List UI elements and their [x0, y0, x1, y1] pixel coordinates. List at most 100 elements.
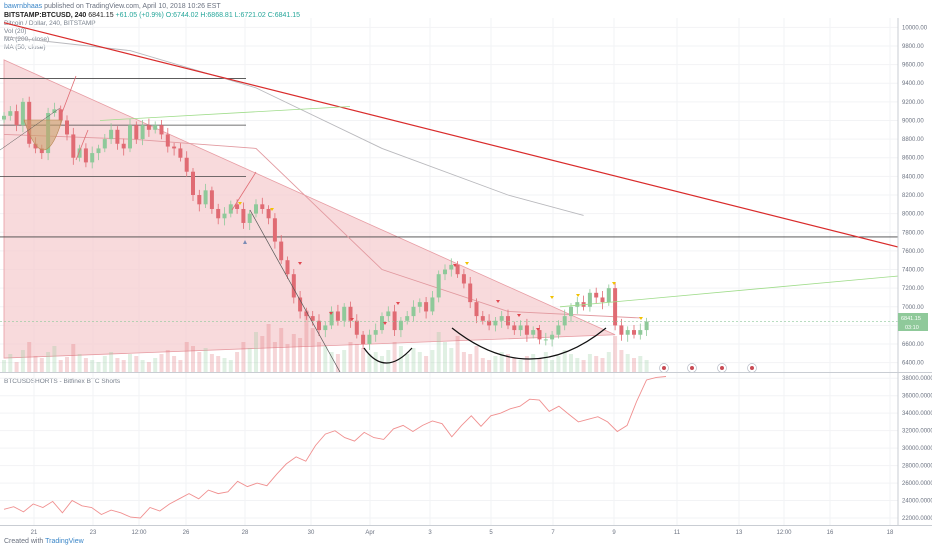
candle — [77, 144, 82, 162]
volume-bar — [146, 362, 151, 372]
candle-body — [625, 330, 630, 335]
author-link[interactable]: bawrnbhaas — [4, 3, 43, 10]
volume-bar — [184, 342, 189, 372]
volume-bar — [90, 360, 95, 372]
candle-body — [335, 311, 340, 321]
candle-body — [354, 320, 359, 335]
candle-body — [537, 330, 542, 340]
volume-bar — [392, 342, 397, 372]
event-flag-dot — [662, 366, 666, 370]
time-tick-label: 9 — [612, 530, 616, 536]
volume-bar — [373, 352, 378, 372]
price-tick-label: 7800.00 — [902, 230, 924, 236]
price-tick-label: 9400.00 — [902, 81, 924, 87]
candle-body — [398, 320, 403, 331]
volume-bar — [8, 354, 13, 372]
candle-body — [562, 316, 567, 326]
candle-body — [594, 292, 599, 298]
volume-bar — [613, 336, 618, 372]
candle-body — [600, 297, 605, 303]
volume-bar — [644, 360, 649, 372]
price-tick-label: 7600.00 — [902, 249, 924, 255]
candle-body — [159, 125, 164, 135]
sell-arrow — [517, 314, 521, 317]
price-tick-label: 9200.00 — [902, 100, 924, 106]
candle-body — [329, 311, 334, 326]
sell-arrow — [350, 318, 354, 321]
volume-bar — [159, 354, 164, 372]
candle — [291, 269, 296, 304]
tradingview-logo[interactable]: TradingView — [45, 538, 84, 545]
candle-body — [14, 111, 19, 126]
sell-arrow — [329, 312, 333, 315]
shorts-tick-label: 22000.0000 — [902, 516, 932, 522]
candle — [550, 331, 555, 347]
candle-body — [178, 148, 183, 158]
candle — [260, 197, 265, 214]
volume-bar — [58, 360, 63, 372]
volume-bar — [304, 310, 309, 372]
candle — [625, 326, 630, 342]
volume-bar — [102, 356, 107, 372]
candle — [569, 303, 573, 323]
candle-body — [417, 302, 422, 307]
volume-bar — [581, 360, 586, 372]
sell-arrow — [496, 300, 500, 303]
candle-body — [380, 316, 384, 331]
candle — [524, 318, 529, 342]
candle — [96, 144, 101, 161]
candle — [178, 143, 183, 162]
candle-body — [102, 139, 107, 149]
candle-body — [184, 157, 189, 172]
candle-body — [348, 306, 353, 321]
volume-bar — [247, 348, 252, 372]
candle-body — [109, 129, 114, 140]
time-tick-label: 11 — [674, 530, 681, 536]
diagonal-line — [249, 209, 341, 372]
cup-curve-right — [451, 327, 607, 360]
candle — [90, 146, 95, 169]
candle — [222, 207, 227, 226]
candle — [506, 309, 510, 330]
price-badge-value: 6841.15 — [901, 316, 921, 322]
candle-body — [436, 274, 441, 298]
candle — [279, 235, 284, 264]
candle-body — [632, 330, 636, 335]
legend-volume[interactable]: Vol (20) — [4, 28, 27, 35]
signal-arrow — [612, 282, 616, 285]
candle-body — [304, 311, 309, 317]
volume-bar — [2, 360, 6, 372]
volume-bar — [556, 356, 561, 372]
candle — [228, 200, 233, 218]
candle-body — [272, 218, 277, 242]
sell-arrow — [383, 322, 387, 325]
time-tick-label: 7 — [551, 530, 555, 536]
price-tick-label: 10000.00 — [902, 25, 928, 31]
candle-body — [342, 306, 347, 321]
candle — [430, 290, 435, 316]
time-tick-label: 28 — [242, 530, 249, 536]
lower-pane-title[interactable]: BTCUSDSHORTS - Bitfinex BTC Shorts — [4, 378, 121, 385]
symbol-name[interactable]: BITSTAMP:BTCUSD, 240 — [4, 12, 87, 19]
candle — [52, 102, 57, 117]
volume-bar — [499, 352, 504, 372]
volume-bar — [600, 358, 605, 372]
legend-ma50[interactable]: MA (50, close) — [4, 44, 46, 51]
candle — [317, 314, 321, 337]
falling-wedge — [3, 59, 616, 359]
event-flag-dot — [720, 366, 724, 370]
candle — [581, 295, 586, 311]
candle — [367, 329, 372, 351]
candle-body — [323, 325, 328, 331]
volume-bar — [405, 354, 410, 372]
volume-bar — [134, 356, 139, 372]
signal-arrow — [238, 202, 242, 205]
candle-body — [153, 125, 158, 130]
volume-bar — [27, 342, 32, 372]
legend-symbol[interactable]: Bitcoin / Dollar, 240, BITSTAMP — [4, 20, 96, 27]
candle — [480, 310, 485, 325]
candle — [8, 106, 13, 121]
price-tick-label: 8000.00 — [902, 212, 924, 218]
price-tick-label: 6400.00 — [902, 361, 924, 367]
